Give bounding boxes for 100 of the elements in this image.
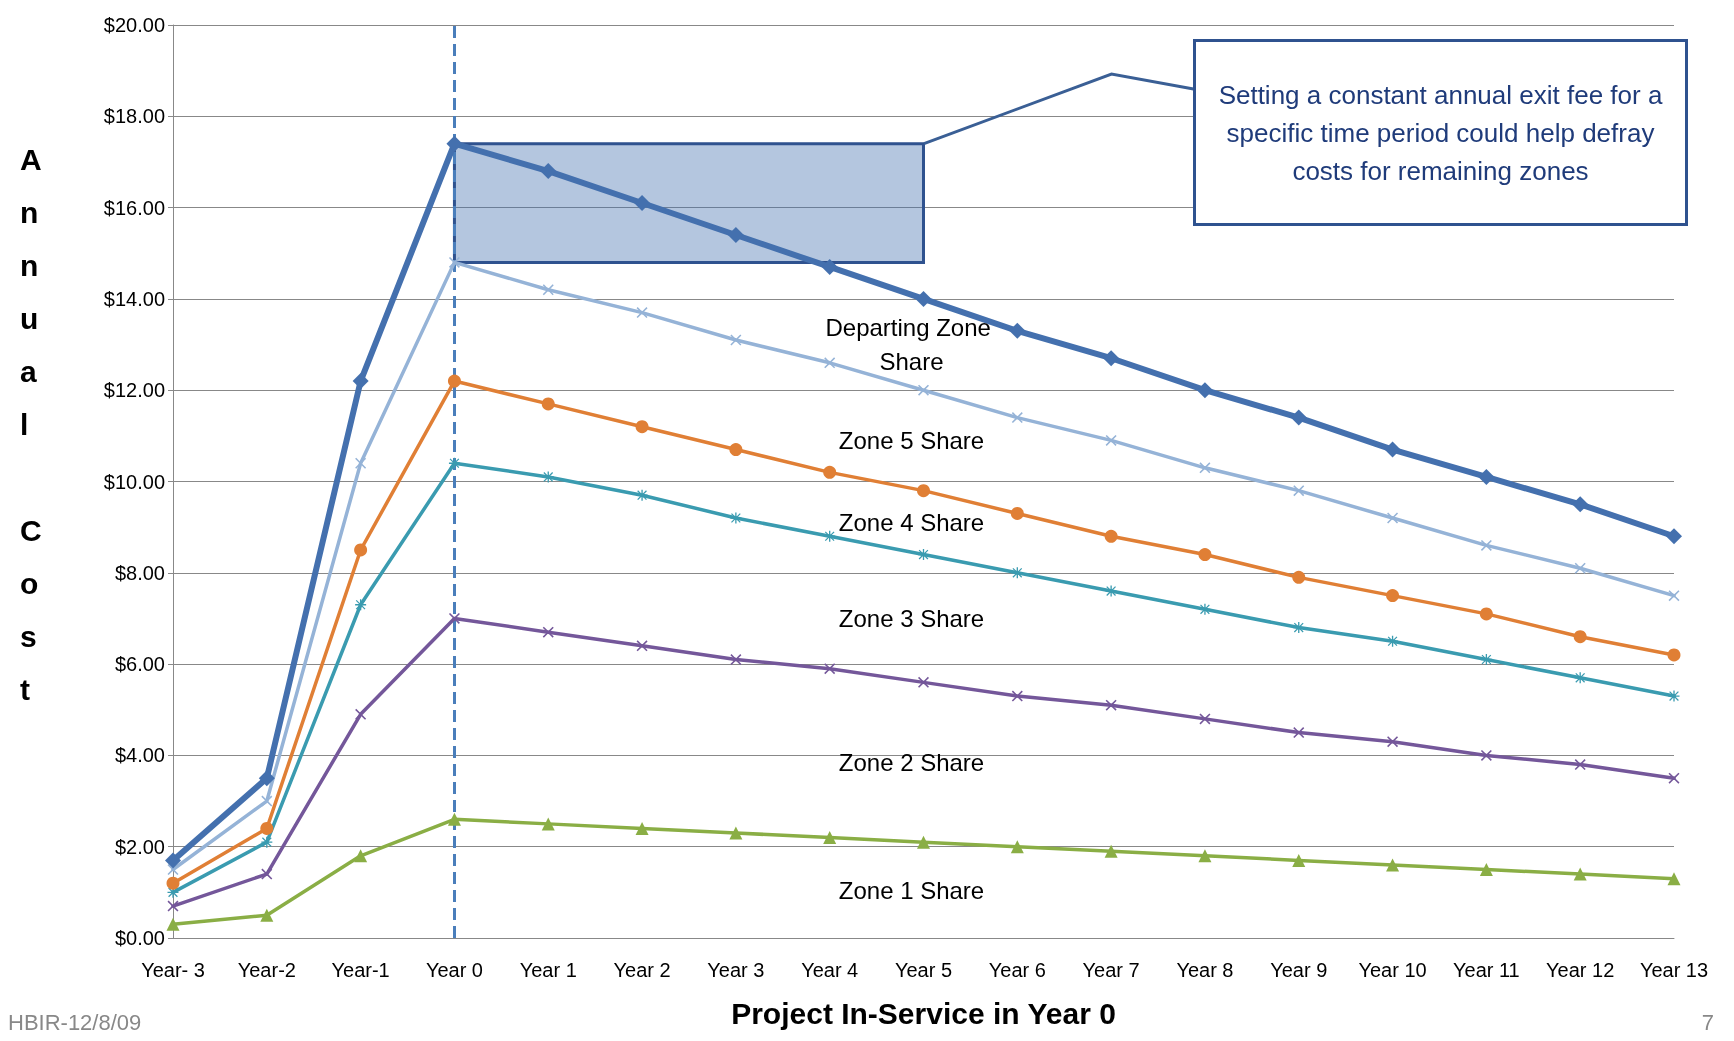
point xyxy=(1103,350,1120,367)
point xyxy=(729,826,743,840)
point xyxy=(730,654,742,666)
point xyxy=(354,849,368,863)
x-tick-label: Year-1 xyxy=(331,959,390,981)
point xyxy=(730,334,742,346)
y-tick-label: $14.00 xyxy=(103,287,165,310)
y-tick-label: $8.00 xyxy=(114,561,165,584)
y-tick-label: $16.00 xyxy=(103,196,165,219)
point xyxy=(1386,858,1400,872)
point xyxy=(1479,863,1493,877)
point xyxy=(727,226,744,243)
x-tick-label: Year 6 xyxy=(988,959,1046,981)
x-tick-label: Year 9 xyxy=(1270,959,1328,981)
x-tick-label: Year 2 xyxy=(613,959,671,981)
point xyxy=(1199,713,1211,725)
point xyxy=(355,708,367,720)
point xyxy=(1667,872,1681,886)
point xyxy=(1198,849,1212,863)
y-tick-label: $20.00 xyxy=(103,14,165,36)
point xyxy=(915,290,932,307)
point xyxy=(821,258,838,275)
y-tick-label: $6.00 xyxy=(114,653,165,676)
point xyxy=(636,640,648,652)
x-tick-label: Year- 3 xyxy=(141,959,205,981)
point xyxy=(1104,529,1118,543)
point xyxy=(260,908,274,922)
point xyxy=(1386,589,1400,603)
point xyxy=(1573,867,1587,881)
point xyxy=(1666,528,1682,545)
point xyxy=(1293,485,1305,497)
point xyxy=(448,256,460,268)
point xyxy=(1479,607,1493,621)
x-tick-label: Year 8 xyxy=(1176,959,1234,981)
x-tick-label: Year 1 xyxy=(519,959,577,981)
point xyxy=(1668,772,1680,784)
point xyxy=(1573,630,1587,644)
y-tick-label: $10.00 xyxy=(103,470,165,493)
point xyxy=(824,357,836,369)
point xyxy=(1010,506,1024,520)
x-tick-label: Year 5 xyxy=(894,959,953,981)
point xyxy=(167,900,179,912)
x-tick-label: Year 11 xyxy=(1453,959,1520,981)
point xyxy=(634,195,651,212)
point xyxy=(261,868,273,880)
point xyxy=(354,543,368,557)
point xyxy=(166,876,180,890)
text: HBIR-12/8/09 xyxy=(8,1009,142,1035)
point xyxy=(917,484,930,498)
point xyxy=(918,676,929,688)
point xyxy=(824,663,836,675)
point xyxy=(448,612,460,624)
point xyxy=(730,512,742,524)
point xyxy=(1574,562,1586,574)
point xyxy=(635,821,649,835)
point xyxy=(1105,434,1117,446)
point xyxy=(1293,727,1305,739)
x-axis-title: Project In-Service in Year 0 xyxy=(731,996,1116,1030)
point xyxy=(1290,409,1307,426)
point xyxy=(636,307,648,319)
point xyxy=(823,465,837,479)
text: 7 xyxy=(1701,1009,1715,1035)
point xyxy=(1199,462,1211,474)
x-tick-label: Year 7 xyxy=(1082,959,1140,981)
point xyxy=(1668,590,1680,602)
annotation: Zone 3 Share xyxy=(838,604,985,632)
point xyxy=(1011,412,1023,424)
point xyxy=(1667,648,1681,662)
point xyxy=(1387,512,1399,524)
point xyxy=(1478,468,1495,485)
point xyxy=(258,770,275,787)
point xyxy=(446,135,463,152)
point xyxy=(729,443,743,457)
point xyxy=(542,284,554,296)
x-tick-label: Year-2 xyxy=(237,959,296,981)
point xyxy=(166,917,180,931)
point xyxy=(1105,699,1117,711)
point xyxy=(1384,441,1401,458)
annotation: Zone 2 Share xyxy=(838,748,985,776)
point xyxy=(540,163,557,180)
y-tick-label: $18.00 xyxy=(103,105,165,128)
x-tick-label: Year 3 xyxy=(707,959,765,981)
point xyxy=(1196,382,1213,399)
point xyxy=(1105,585,1117,597)
annotation: Zone 5 Share xyxy=(838,426,985,454)
point xyxy=(1480,539,1492,551)
point xyxy=(1104,844,1118,858)
point xyxy=(1668,690,1680,702)
point xyxy=(167,864,179,876)
point xyxy=(1011,690,1023,702)
point xyxy=(1009,322,1026,339)
point xyxy=(1387,736,1399,748)
point xyxy=(1292,570,1306,584)
annotation: Zone 4 Share xyxy=(838,509,985,537)
point xyxy=(1480,749,1492,761)
point xyxy=(1010,840,1024,854)
y-tick-label: $4.00 xyxy=(114,744,165,767)
point xyxy=(1198,548,1212,562)
point xyxy=(636,489,648,501)
point xyxy=(917,835,930,849)
